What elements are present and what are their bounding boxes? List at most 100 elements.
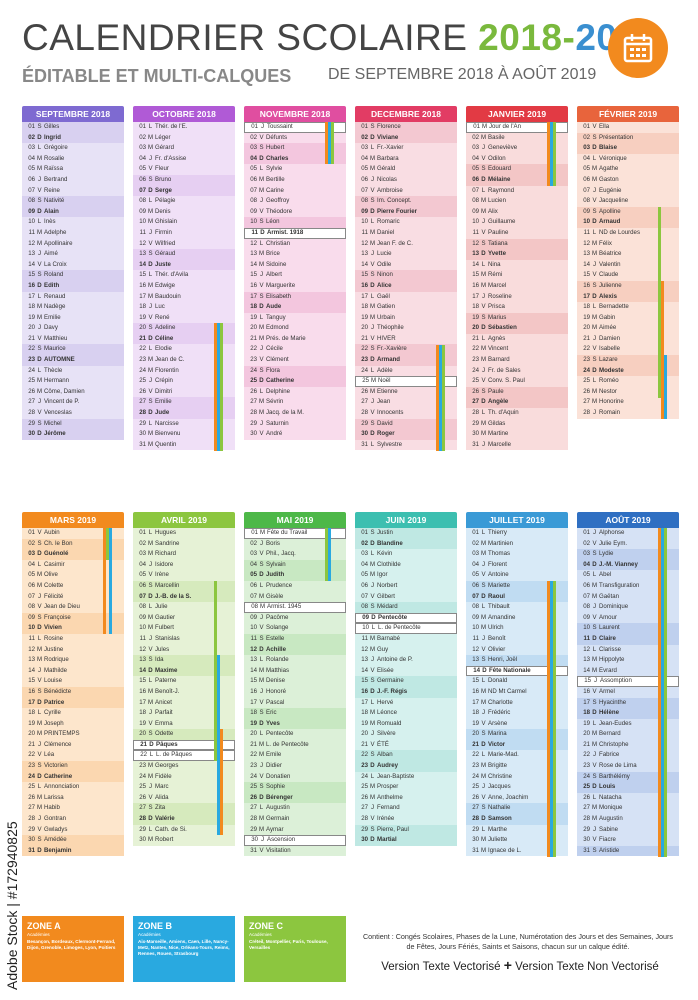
saint-name: Thècle: [44, 366, 63, 374]
weekday: J: [481, 560, 486, 568]
day-number: 17: [583, 698, 590, 706]
weekday: V: [592, 539, 597, 547]
weekday: M: [369, 560, 376, 568]
day-row: 02 D Viviane: [355, 132, 457, 144]
weekday: J: [37, 592, 42, 600]
day-number: 21: [28, 334, 35, 342]
day-number: 26: [361, 387, 368, 395]
day-number: 24: [139, 366, 146, 374]
day-row: 05 V Fleur: [133, 164, 235, 175]
saint-name: Augustin: [599, 815, 623, 823]
day-row: 09 S Françoise: [22, 612, 124, 624]
saint-name: Germain: [266, 815, 290, 823]
day-number: 08: [251, 603, 258, 611]
day-row: 28 J Romain: [577, 408, 679, 419]
weekday: L: [370, 550, 375, 558]
saint-name: Martial: [377, 836, 397, 844]
weekday: D: [370, 207, 375, 215]
holiday-bar: [331, 122, 334, 165]
saint-name: Armand: [377, 356, 401, 364]
weekday: S: [481, 730, 486, 738]
day-row: 02 D Ingrid: [22, 132, 124, 144]
day-number: 11: [583, 228, 590, 236]
weekday: D: [370, 762, 375, 770]
saint-name: Patrice: [44, 698, 65, 706]
weekday: D: [148, 592, 153, 600]
weekday: M: [591, 804, 598, 812]
saint-name: Marcel: [488, 281, 507, 289]
saint-name: ND de Lourdes: [599, 228, 640, 236]
day-number: 15: [361, 271, 368, 279]
day-number: 27: [583, 804, 590, 812]
day-number: 18: [583, 303, 590, 311]
weekday: M: [370, 377, 377, 385]
day-row: 06 M Colette: [22, 580, 124, 592]
saint-name: Pauline: [488, 228, 509, 236]
day-row: 06 J Nicolas: [355, 174, 457, 186]
saint-name: Ignace de L.: [488, 846, 522, 854]
saint-name: Flora: [266, 366, 280, 374]
plus-sign: +: [503, 957, 512, 973]
day-row: 10 D Vivien: [22, 623, 124, 634]
day-row: 05 V Irène: [133, 570, 235, 581]
day-row: 19 M Joseph: [22, 718, 124, 730]
day-row: 12 M Justine: [22, 644, 124, 656]
saint-name: Luc: [155, 303, 165, 311]
holiday-bar: [106, 528, 109, 560]
saint-name: Honorine: [599, 398, 624, 406]
day-number: 10: [361, 218, 368, 226]
day-number: 16: [139, 281, 146, 289]
day-number: 05: [472, 165, 479, 173]
day-row: 27 S Zita: [133, 803, 235, 815]
weekday: S: [37, 687, 42, 695]
day-row: 03 L Kévin: [355, 549, 457, 560]
day-number: 24: [250, 772, 257, 780]
saint-name: Hervé: [377, 698, 394, 706]
saint-name: Narcisse: [155, 419, 179, 427]
saint-name: Samson: [488, 815, 512, 823]
saint-name: ND Mt Carmel: [488, 687, 527, 695]
saint-name: Arsène: [488, 719, 508, 727]
day-number: 21: [583, 334, 590, 342]
day-number: 01: [361, 123, 368, 130]
saint-name: Etienne: [377, 387, 398, 395]
day-number: 23: [139, 762, 146, 770]
day-row: 11 D Claire: [577, 633, 679, 645]
weekday: M: [591, 730, 598, 738]
day-number: 01: [251, 123, 258, 130]
day-row: 09 V Théodore: [244, 206, 346, 218]
day-number: 20: [472, 324, 479, 332]
day-row: 20 M Edmond: [244, 323, 346, 334]
day-number: 23: [250, 356, 257, 364]
weekday: V: [592, 197, 597, 205]
weekday: S: [37, 613, 42, 621]
day-row: 26 M Anthelme: [355, 792, 457, 804]
day-number: 14: [250, 666, 257, 674]
day-row: 23 D Audrey: [355, 761, 457, 772]
saint-name: Sophie: [266, 783, 285, 791]
saint-name: Arnaud: [599, 218, 621, 226]
day-number: 09: [583, 613, 590, 621]
day-number: 26: [139, 387, 146, 395]
day-row: 16 M ND Mt Carmel: [466, 686, 568, 698]
day-number: 22: [250, 345, 257, 353]
day-number: 21: [361, 334, 368, 342]
day-number: 20: [139, 324, 146, 332]
day-number: 26: [250, 387, 257, 395]
weekday: J: [148, 303, 153, 311]
day-number: 29: [28, 419, 35, 427]
day-number: 24: [583, 772, 590, 780]
day-number: 12: [28, 645, 35, 653]
day-number: 29: [472, 419, 479, 427]
saint-name: Roseline: [488, 292, 512, 300]
day-row: 14 D Fête Nationale: [466, 665, 568, 677]
saint-name: Jean de C.: [155, 356, 185, 364]
weekday: S: [592, 356, 597, 364]
weekday: V: [370, 186, 375, 194]
saint-name: Nativité: [44, 197, 65, 205]
saint-name: Daniel: [377, 228, 395, 236]
saint-name: Gérald: [377, 165, 396, 173]
day-row: 05 M Gérald: [355, 164, 457, 175]
day-number: 26: [28, 793, 35, 801]
weekday: S: [148, 398, 153, 406]
